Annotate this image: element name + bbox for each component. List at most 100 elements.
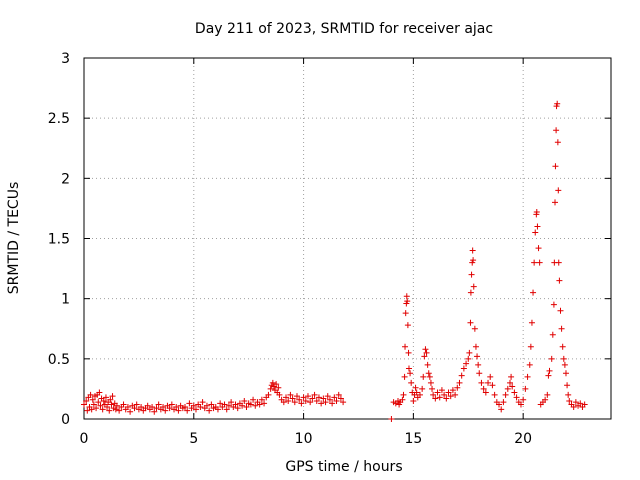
data-point (247, 401, 254, 408)
data-point (438, 387, 445, 394)
data-point (228, 399, 235, 406)
data-point (405, 365, 412, 372)
data-point (252, 402, 259, 409)
data-point (535, 245, 542, 252)
data-point (261, 400, 268, 407)
data-point (509, 383, 516, 390)
data-point (108, 401, 115, 408)
data-point (480, 385, 487, 392)
y-axis-ticks: 0 0.5 1 1.5 2 2.5 3 (48, 51, 611, 428)
y-axis-label: SRMTID / TECUs (6, 182, 22, 295)
data-point (550, 301, 557, 308)
data-point (466, 349, 473, 356)
data-point (401, 373, 408, 380)
data-point (456, 379, 463, 386)
x-axis-ticks: 0 5 10 15 20 (80, 58, 532, 447)
data-point (190, 402, 197, 409)
data-point (313, 397, 320, 404)
data-point (232, 401, 239, 408)
y-tick-label: 2 (61, 171, 70, 187)
data-point (408, 379, 415, 386)
data-point (548, 355, 555, 362)
data-point (89, 396, 96, 403)
data-point (476, 370, 483, 377)
data-point (432, 395, 439, 402)
data-point (298, 400, 305, 407)
data-point (173, 403, 180, 410)
data-point (555, 187, 562, 194)
data-point (340, 399, 347, 406)
data-point (104, 403, 111, 410)
data-point (95, 399, 102, 406)
data-point (160, 403, 167, 410)
data-point (577, 400, 584, 407)
data-point (421, 353, 428, 360)
data-point (275, 384, 282, 391)
data-point (498, 406, 505, 413)
data-point (302, 397, 309, 404)
data-point (291, 399, 298, 406)
data-point (113, 402, 120, 409)
data-point (250, 396, 257, 403)
data-point (504, 385, 511, 392)
data-point (241, 397, 248, 404)
data-point (309, 395, 316, 402)
x-tick-label: 20 (514, 431, 532, 447)
data-point (485, 379, 492, 386)
data-point (402, 310, 409, 317)
data-point (289, 395, 296, 402)
data-point (300, 394, 307, 401)
data-point (214, 406, 221, 413)
data-point (256, 401, 263, 408)
data-point (388, 416, 395, 422)
data-point (469, 247, 476, 254)
data-point (404, 322, 411, 329)
data-point (175, 407, 182, 414)
data-point (124, 403, 131, 410)
x-tick-label: 15 (404, 431, 422, 447)
data-point (513, 394, 520, 401)
data-point (496, 401, 503, 408)
data-point (425, 370, 432, 377)
data-point (283, 394, 290, 401)
data-point (474, 353, 481, 360)
data-point (572, 399, 579, 406)
data-point (280, 399, 287, 406)
data-point (285, 397, 292, 404)
data-point (524, 373, 531, 380)
data-point (97, 402, 104, 409)
data-point (554, 100, 561, 107)
data-point (517, 401, 524, 408)
data-point (217, 400, 224, 407)
data-point (533, 209, 540, 216)
data-point (234, 405, 241, 412)
data-point (320, 395, 327, 402)
data-point (99, 406, 106, 413)
data-point (530, 289, 537, 296)
data-point (307, 399, 314, 406)
data-point (429, 385, 436, 392)
data-point (318, 400, 325, 407)
data-point (116, 407, 123, 414)
data-point (542, 396, 549, 403)
data-point (443, 395, 450, 402)
data-point (88, 406, 95, 413)
data-point (106, 407, 113, 414)
data-point (276, 391, 283, 398)
data-point (502, 391, 509, 398)
data-point (460, 365, 467, 372)
data-point (441, 391, 448, 398)
grid-lines (84, 58, 611, 419)
data-point (557, 307, 564, 314)
y-tick-label: 0 (61, 412, 70, 428)
data-point (454, 384, 461, 391)
data-point (482, 389, 489, 396)
data-point (404, 298, 411, 305)
data-point (138, 403, 145, 410)
data-point (475, 361, 482, 368)
data-point (478, 379, 485, 386)
data-point (315, 394, 322, 401)
data-point (452, 391, 459, 398)
data-point (564, 382, 571, 389)
data-point (570, 403, 577, 410)
